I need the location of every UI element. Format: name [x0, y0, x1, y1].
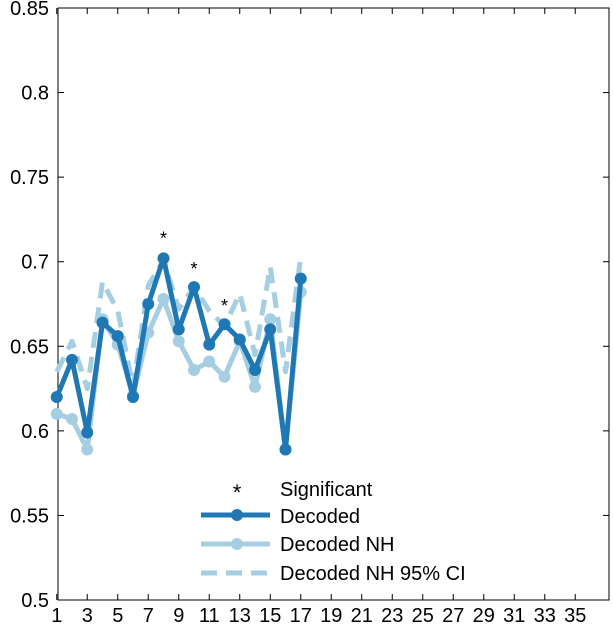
significance-star: *: [160, 228, 167, 248]
data-point-decoded: [81, 426, 94, 439]
data-point-decoded-nh: [264, 313, 277, 326]
data-point-decoded: [249, 363, 261, 376]
x-tick-label: 33: [534, 605, 556, 626]
data-point-decoded: [142, 298, 155, 310]
y-tick-label: 0.6: [21, 421, 49, 443]
data-point-decoded-nh: [218, 370, 231, 383]
legend-marker-decoded: [231, 509, 243, 521]
x-tick-label: 19: [320, 605, 342, 626]
data-point-decoded: [111, 330, 124, 343]
x-tick-label: 27: [442, 605, 464, 626]
y-tick-label: 0.5: [21, 590, 49, 612]
data-point-decoded: [50, 391, 63, 404]
x-tick-label: 9: [173, 605, 184, 626]
data-point-decoded-nh: [157, 292, 170, 305]
x-tick-label: 17: [290, 605, 312, 626]
data-point-decoded-nh: [50, 407, 63, 420]
data-point-decoded-nh: [66, 413, 78, 426]
x-tick-label: 21: [351, 605, 373, 626]
data-point-decoded-nh: [203, 355, 216, 368]
x-tick-label: 3: [82, 605, 93, 626]
x-tick-label: 23: [381, 605, 403, 626]
x-tick-label: 5: [112, 605, 123, 626]
data-point-decoded: [127, 391, 139, 404]
data-point-decoded: [188, 281, 200, 294]
x-tick-label: 7: [143, 605, 154, 626]
data-point-decoded: [279, 443, 292, 456]
y-tick-label: 0.85: [10, 0, 49, 20]
x-tick-label: 35: [564, 605, 586, 626]
data-point-decoded-nh: [172, 335, 185, 348]
legend-label-decoded-nh-ci: Decoded NH 95% CI: [280, 563, 466, 585]
legend-label-decoded: Decoded: [280, 506, 360, 528]
legend-label-significant: Significant: [280, 479, 373, 501]
data-point-decoded: [203, 338, 216, 351]
x-tick-label: 1: [51, 605, 62, 626]
data-point-decoded-nh: [188, 363, 200, 376]
data-point-decoded: [218, 318, 231, 331]
data-point-decoded: [66, 353, 78, 366]
legend: * Significant Decoded Decoded NH Decoded…: [201, 479, 466, 585]
series-layer: [50, 252, 307, 456]
data-point-decoded: [96, 316, 109, 329]
data-point-decoded: [264, 323, 277, 336]
x-tick-label: 29: [473, 605, 495, 626]
data-point-decoded-nh: [81, 443, 94, 456]
data-point-decoded: [172, 323, 185, 336]
legend-marker-significant: *: [233, 480, 242, 505]
y-tick-label: 0.75: [10, 167, 49, 189]
data-point-decoded: [294, 272, 307, 285]
significance-star: *: [190, 259, 197, 279]
legend-marker-decoded-nh: [231, 538, 243, 550]
x-tick-label: 13: [229, 605, 251, 626]
y-tick-label: 0.8: [21, 83, 49, 105]
y-tick-label: 0.65: [10, 336, 49, 358]
x-tick-label: 11: [199, 605, 220, 626]
significance-markers: * * *: [160, 228, 228, 316]
x-tick-label: 25: [412, 605, 434, 626]
y-axis: 0.5 0.55 0.6 0.65 0.7 0.75 0.8 0.85: [10, 0, 609, 612]
data-point-decoded: [233, 333, 246, 346]
x-tick-label: 15: [259, 605, 281, 626]
y-tick-label: 0.55: [10, 505, 49, 527]
x-tick-label: 31: [503, 605, 525, 626]
x-axis: 1 3 5 7 9 11 13 15 17 19 21 23 25 27 29 31 33 35: [51, 8, 586, 626]
legend-label-decoded-nh: Decoded NH: [280, 534, 395, 556]
data-point-decoded-nh: [249, 380, 261, 393]
significance-star: *: [221, 296, 228, 316]
data-point-decoded: [157, 252, 170, 265]
y-tick-label: 0.7: [21, 252, 49, 274]
